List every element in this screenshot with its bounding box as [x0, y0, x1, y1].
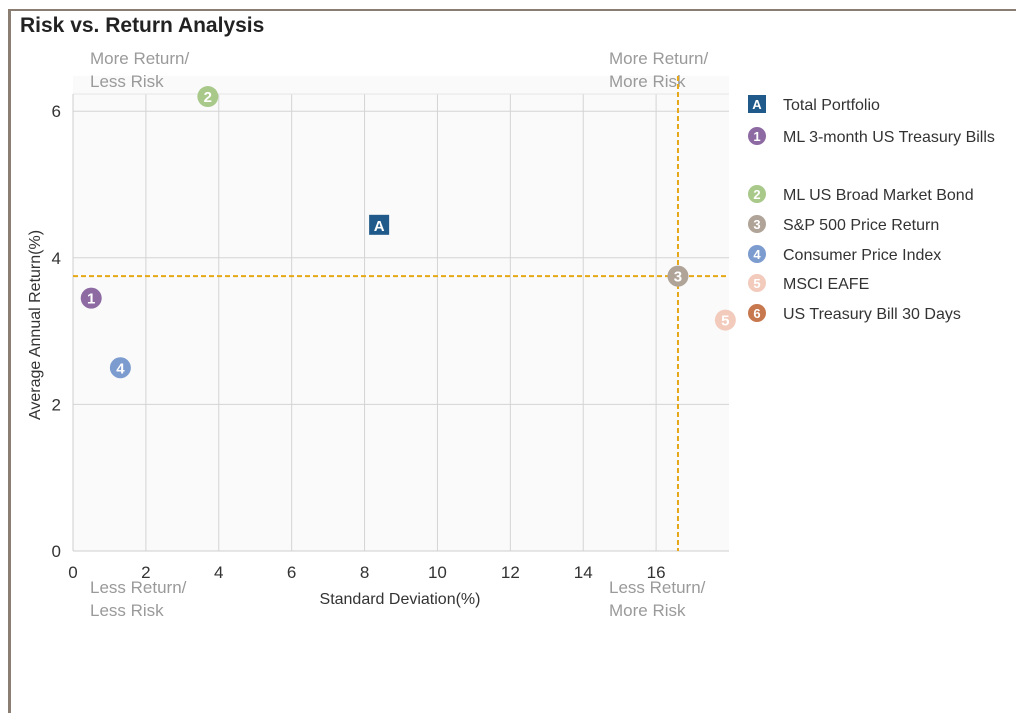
svg-text:4: 4 [753, 247, 761, 262]
legend-label: MSCI EAFE [783, 276, 870, 293]
svg-text:1: 1 [753, 129, 760, 144]
quadrant-label-bottom-left: Less Return/ [90, 578, 187, 597]
legend-marker: 3 [748, 215, 766, 233]
legend-marker: 1 [748, 127, 766, 145]
y-tick-label: 2 [52, 395, 61, 414]
data-point-4-label: 4 [116, 360, 125, 377]
data-point-2 [197, 86, 219, 108]
quadrant-label-bottom-right: More Risk [609, 601, 686, 620]
x-tick-label: 4 [214, 563, 223, 582]
svg-text:3: 3 [753, 217, 760, 232]
data-point-5-label: 5 [721, 313, 729, 330]
legend-item: 1 ML 3-month US Treasury Bills [748, 126, 998, 150]
data-point-total-portfolio [369, 214, 390, 235]
x-axis-title: Standard Deviation(%) [320, 591, 481, 608]
legend-marker: 5 [748, 274, 766, 292]
data-point-total-portfolio-label: A [374, 218, 385, 235]
legend-label: US Treasury Bill 30 Days [783, 306, 961, 323]
quadrant-label-bottom-right: Less Return/ [609, 578, 706, 597]
legend-item: 4 Consumer Price Index [748, 244, 998, 268]
svg-text:A: A [752, 97, 762, 112]
frame-top-border [8, 9, 1016, 11]
legend-marker: 6 [748, 304, 766, 322]
legend-item: 2 ML US Broad Market Bond [748, 184, 998, 208]
frame-left-border [8, 9, 11, 713]
svg-text:2: 2 [753, 187, 760, 202]
data-point-4 [109, 357, 131, 379]
quadrant-label-top-right: More Risk [609, 72, 686, 91]
legend-label: Consumer Price Index [783, 247, 942, 264]
x-tick-label: 8 [360, 563, 369, 582]
x-tick-label: 14 [574, 563, 593, 582]
x-tick-label: 10 [428, 563, 447, 582]
data-point-5 [714, 309, 736, 331]
legend-item: A Total Portfolio [748, 94, 998, 118]
x-tick-label: 12 [501, 563, 520, 582]
quadrant-label-top-left: Less Risk [90, 72, 164, 91]
data-point-1 [80, 287, 102, 309]
legend-item: 6 US Treasury Bill 30 Days [748, 303, 998, 327]
legend-marker: A [748, 95, 766, 113]
quadrant-label-bottom-left: Less Risk [90, 601, 164, 620]
legend-label: Total Portfolio [783, 97, 880, 114]
legend-item: 5 MSCI EAFE [748, 273, 998, 297]
x-tick-label: 0 [68, 563, 77, 582]
svg-text:5: 5 [753, 276, 760, 291]
x-tick-label: 6 [287, 563, 296, 582]
y-tick-label: 0 [52, 542, 61, 561]
y-tick-label: 4 [52, 249, 61, 268]
data-point-3-label: 3 [674, 269, 682, 286]
legend-item: 3 S&P 500 Price Return [748, 214, 998, 238]
x-tick-label: 2 [141, 563, 150, 582]
data-point-1-label: 1 [87, 291, 95, 308]
legend-marker: 4 [748, 245, 766, 263]
data-point-2-label: 2 [204, 89, 212, 106]
data-point-3 [667, 265, 689, 287]
chart-title: Risk vs. Return Analysis [20, 14, 265, 37]
legend-label: S&P 500 Price Return [783, 217, 940, 234]
legend-label: ML 3-month US Treasury Bills [783, 129, 995, 146]
legend-label: ML US Broad Market Bond [783, 187, 974, 204]
plot-area [73, 76, 729, 551]
y-axis-title: Average Annual Return(%) [27, 230, 44, 420]
legend-marker: 2 [748, 185, 766, 203]
y-tick-label: 6 [52, 102, 61, 121]
quadrant-label-top-right: More Return/ [609, 49, 708, 68]
x-tick-label: 16 [647, 563, 666, 582]
svg-text:6: 6 [753, 306, 760, 321]
quadrant-label-top-left: More Return/ [90, 49, 189, 68]
